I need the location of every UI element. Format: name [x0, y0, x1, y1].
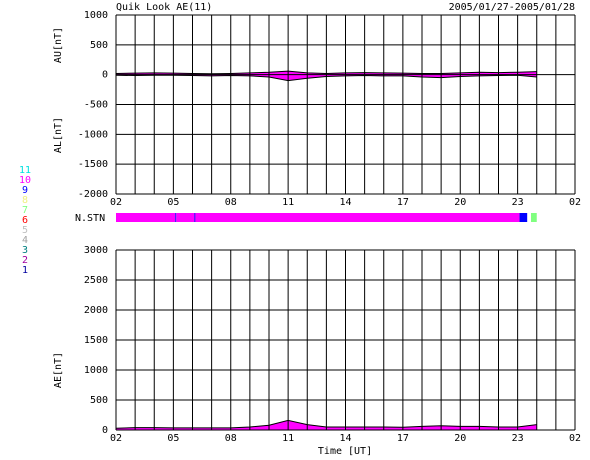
y-tick-label: 0	[102, 425, 108, 436]
x-tick-label: 08	[225, 197, 237, 208]
x-tick-label: 11	[282, 433, 294, 444]
legend-label: 11	[19, 165, 31, 176]
data-line	[115, 70, 537, 75]
x-tick-label: 20	[454, 433, 466, 444]
y-tick-label: 1000	[84, 10, 108, 21]
legend-label: 4	[22, 235, 28, 246]
station-segment	[519, 213, 528, 222]
y-tick-label: -500	[84, 100, 108, 111]
y-tick-label: 2500	[84, 275, 108, 286]
station-segment	[176, 213, 195, 222]
legend-label: 9	[22, 185, 28, 196]
x-tick-label: 02	[110, 433, 122, 444]
x-tick-label: 17	[397, 433, 409, 444]
legend-label: 7	[22, 205, 28, 216]
x-tick-label: 20	[454, 197, 466, 208]
y-tick-label: 500	[90, 40, 108, 51]
legend-label: 10	[19, 175, 31, 186]
station-segment	[531, 213, 537, 222]
x-axis-label: Time [UT]	[318, 446, 372, 457]
stations-label: N.STN	[75, 213, 105, 224]
y-tick-label: 3000	[84, 245, 108, 256]
station-segment	[175, 213, 177, 222]
y-tick-label: 500	[90, 395, 108, 406]
y-tick-label: -1500	[78, 159, 108, 170]
legend-label: 5	[22, 225, 28, 236]
y-tick-label: -2000	[78, 189, 108, 200]
y-tick-label: 0	[102, 70, 108, 81]
x-tick-label: 14	[339, 433, 351, 444]
x-tick-label: 23	[512, 197, 524, 208]
chart-title: Quik Look AE(11)	[116, 2, 212, 13]
area-fill	[116, 420, 537, 430]
station-segment	[116, 213, 176, 222]
y-axis-label: AL[nT]	[53, 117, 64, 153]
x-tick-label: 05	[167, 197, 179, 208]
x-tick-label: 14	[339, 197, 351, 208]
data-line	[115, 419, 537, 429]
legend-label: 8	[22, 195, 28, 206]
y-tick-label: 1500	[84, 335, 108, 346]
y-tick-label: 2000	[84, 305, 108, 316]
legend-label: 1	[22, 265, 28, 276]
y-tick-label: 1000	[84, 365, 108, 376]
x-tick-label: 17	[397, 197, 409, 208]
y-axis-label: AE[nT]	[53, 352, 64, 388]
station-segment	[194, 213, 196, 222]
x-tick-label: 02	[569, 197, 581, 208]
legend-label: 3	[22, 245, 28, 256]
x-tick-label: 02	[569, 433, 581, 444]
data-line	[115, 74, 537, 82]
y-tick-label: -1000	[78, 129, 108, 140]
legend-label: 2	[22, 255, 28, 266]
y-axis-label: AU[nT]	[53, 27, 64, 63]
legend-label: 6	[22, 215, 28, 226]
x-tick-label: 11	[282, 197, 294, 208]
x-tick-label: 23	[512, 433, 524, 444]
date-range: 2005/01/27-2005/01/28	[449, 2, 575, 13]
station-segment	[195, 213, 520, 222]
x-tick-label: 02	[110, 197, 122, 208]
x-tick-label: 08	[225, 433, 237, 444]
x-tick-label: 05	[167, 433, 179, 444]
